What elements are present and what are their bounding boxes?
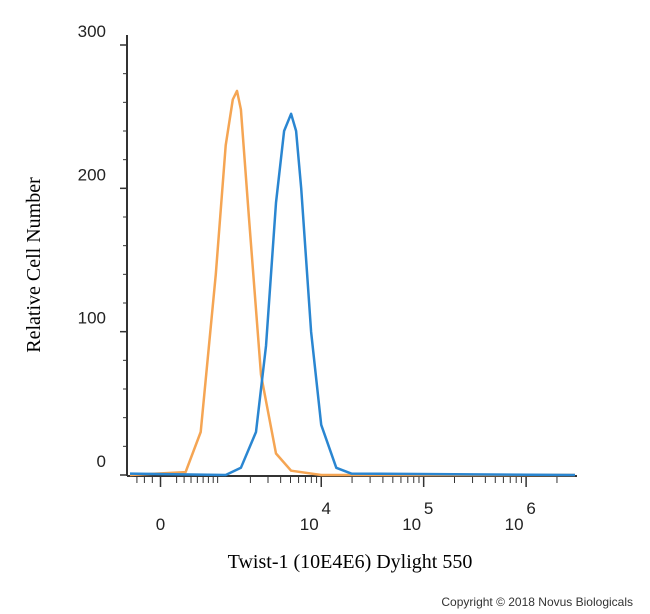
x-tick-label: 10 xyxy=(505,515,524,534)
x-tick-exponent: 6 xyxy=(526,499,535,518)
histogram-line xyxy=(129,112,576,477)
histogram-line xyxy=(129,89,575,477)
x-tick-label: 0 xyxy=(156,515,165,534)
x-tick-label: 10 xyxy=(402,515,421,534)
y-tick-label: 100 xyxy=(78,309,106,328)
x-tick-exponent: 5 xyxy=(424,499,433,518)
y-axis-label: Relative Cell Number xyxy=(23,177,45,353)
y-tick-label: 0 xyxy=(97,452,106,471)
y-tick-label: 200 xyxy=(78,165,106,184)
x-tick-exponent: 4 xyxy=(322,499,331,518)
y-tick-label: 300 xyxy=(78,22,106,41)
copyright: Copyright © 2018 Novus Biologicals xyxy=(441,595,633,609)
x-axis-label: Twist-1 (10E4E6) Dylight 550 xyxy=(228,551,473,573)
x-tick-label: 10 xyxy=(300,515,319,534)
